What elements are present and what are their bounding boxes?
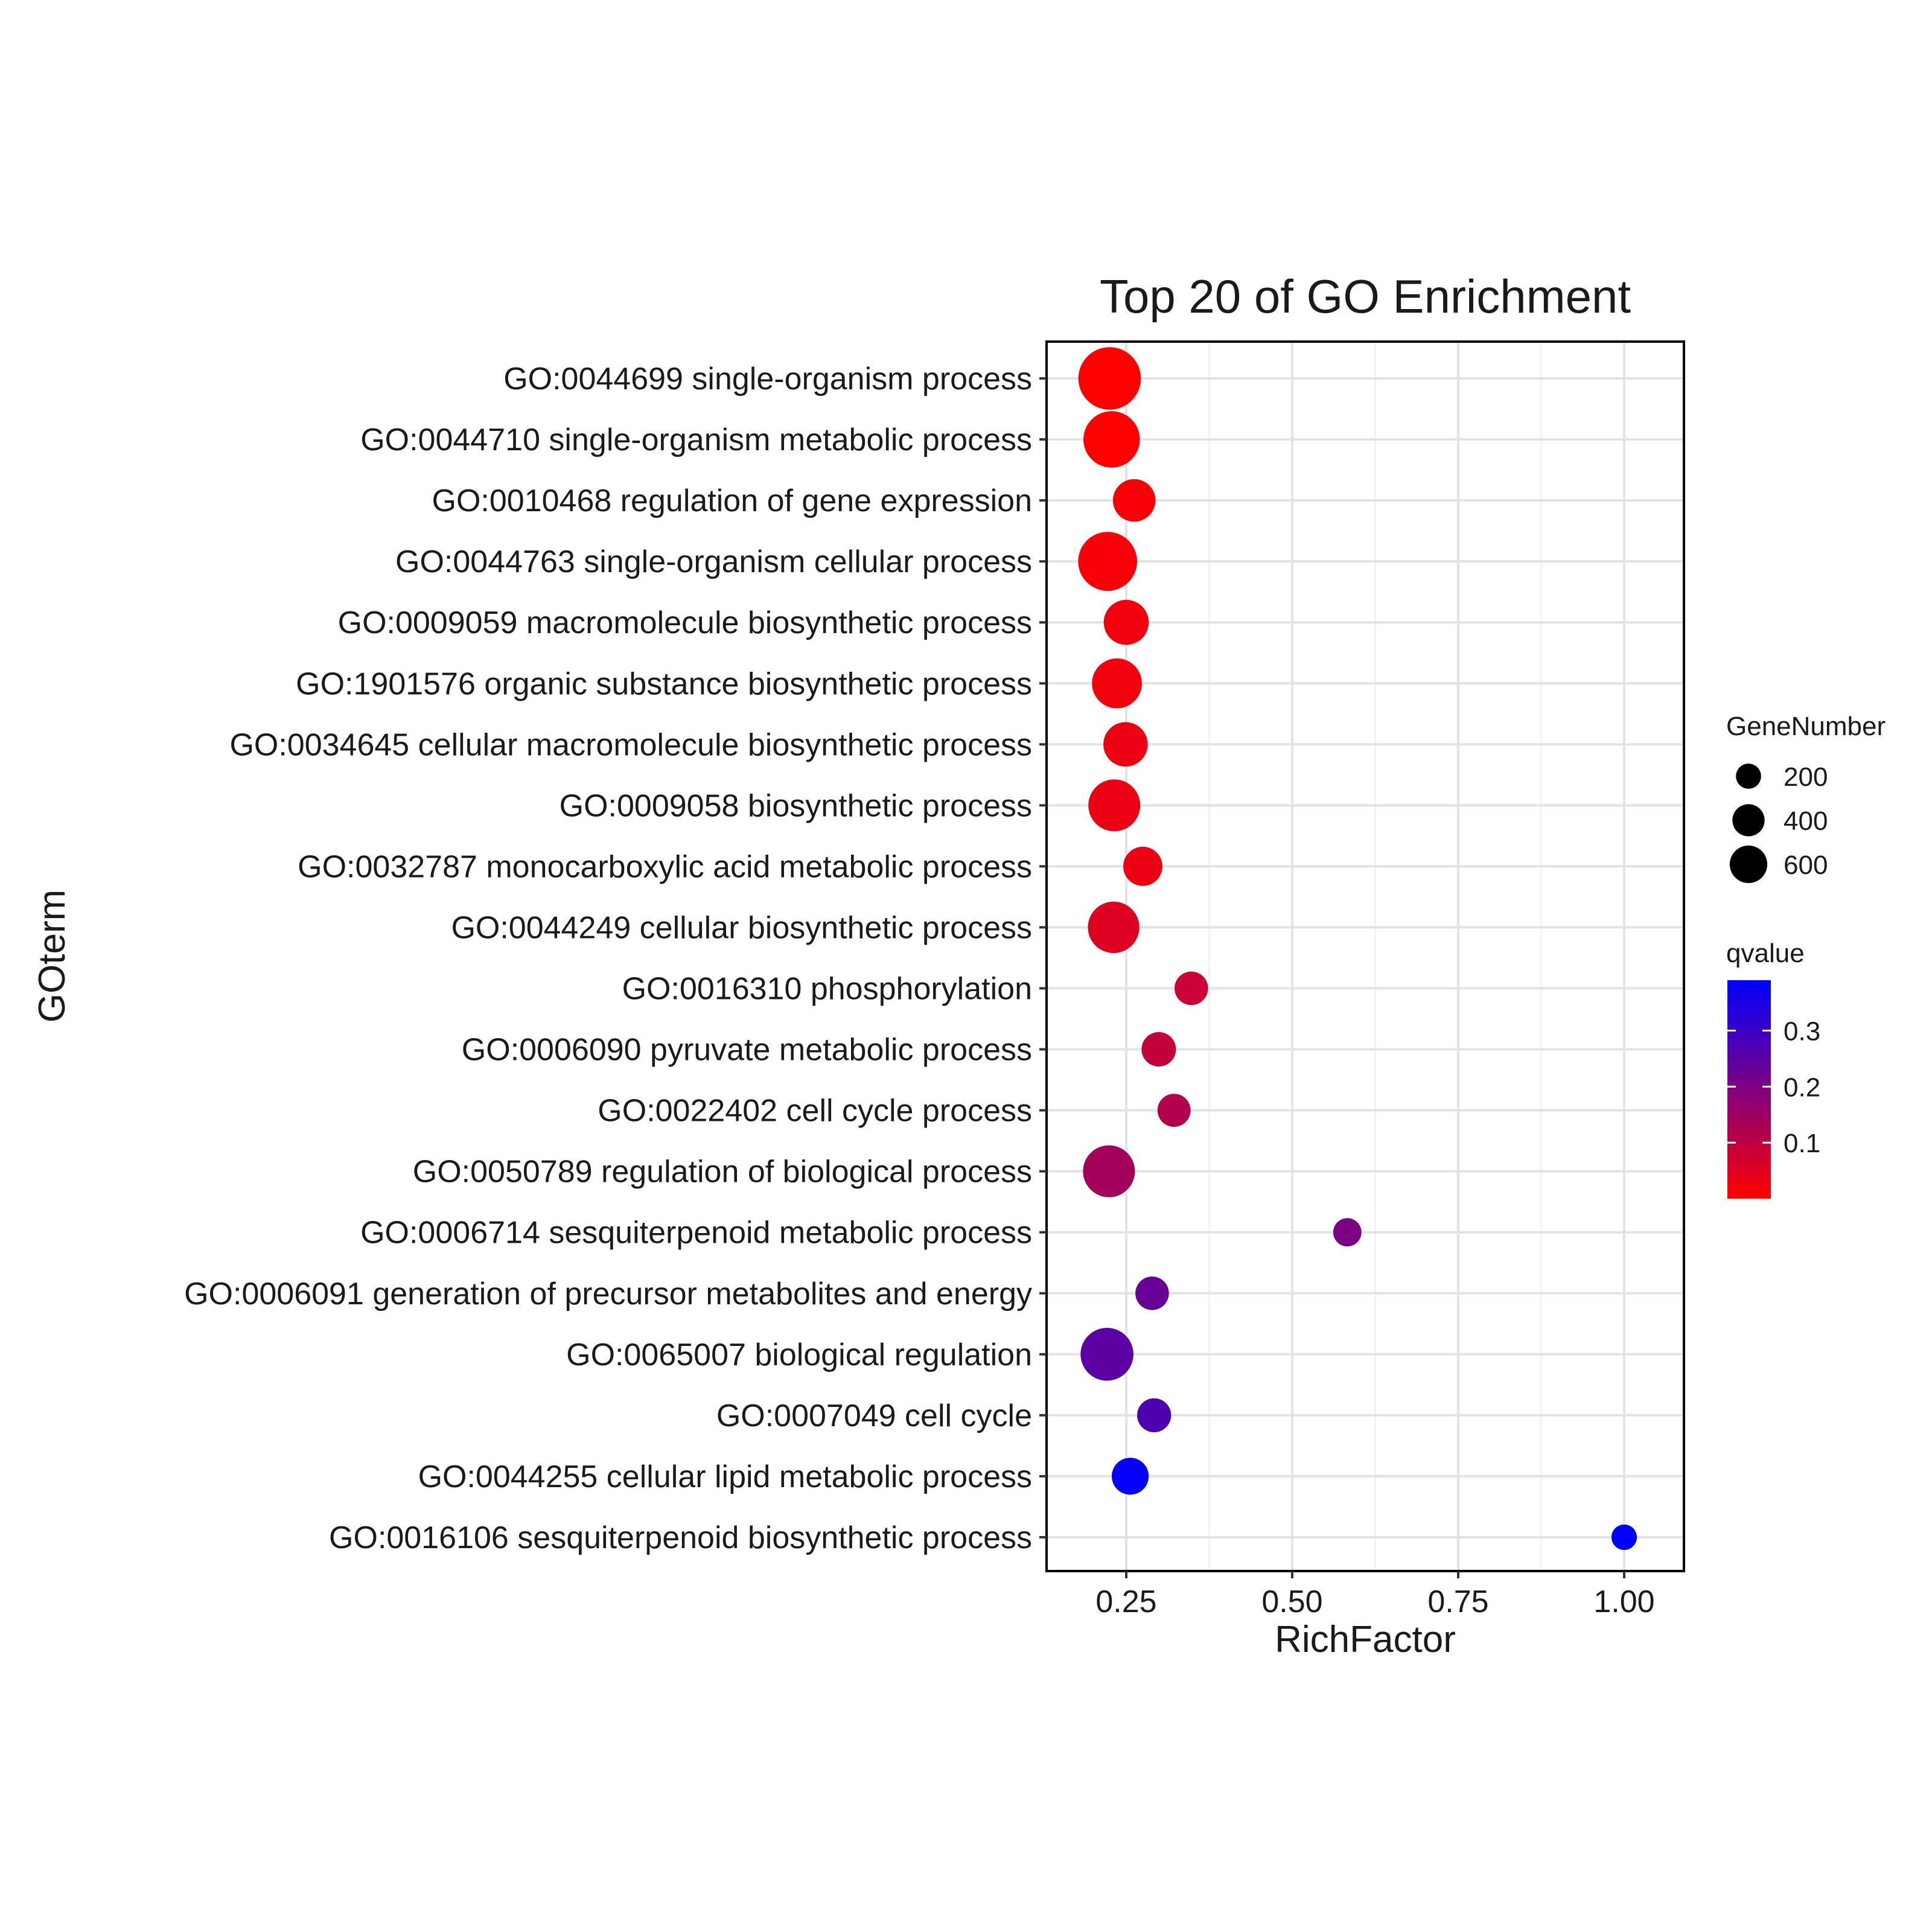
panel-background	[1047, 342, 1684, 1571]
data-point	[1141, 1032, 1176, 1067]
panel-border	[1045, 340, 1685, 1572]
gene-number-legend: GeneNumber 200 400 600	[1726, 712, 1886, 884]
gene-number-legend-label: 200	[1784, 762, 1828, 792]
y-tick-label: GO:0006091 generation of precursor metab…	[184, 1277, 1032, 1312]
y-tick-label: GO:0009058 biosynthetic process	[560, 788, 1032, 823]
gene-number-legend-label: 400	[1784, 806, 1828, 836]
y-tick-label: GO:0016106 sesquiterpenoid biosynthetic …	[329, 1520, 1032, 1555]
y-tick-label: GO:0044763 single-organism cellular proc…	[395, 544, 1032, 579]
data-point	[1083, 411, 1140, 468]
data-point	[1083, 1145, 1135, 1197]
data-point	[1092, 658, 1142, 709]
gene-number-legend-label: 600	[1784, 850, 1828, 880]
chart-title: Top 20 of GO Enrichment	[1100, 270, 1631, 323]
data-point	[1123, 846, 1162, 886]
data-point	[1333, 1218, 1362, 1247]
data-point	[1137, 1398, 1172, 1433]
data-point	[1088, 901, 1140, 954]
data-point	[1080, 1328, 1133, 1381]
data-point	[1611, 1524, 1637, 1551]
qvalue-legend-title: qvalue	[1726, 939, 1805, 968]
y-tick-label: GO:1901576 organic substance biosyntheti…	[296, 666, 1032, 701]
data-point	[1103, 722, 1148, 767]
gene-number-legend-key	[1736, 764, 1761, 789]
x-axis-ticks: 0.25 0.50 0.75 1.00	[1095, 1571, 1655, 1619]
data-point	[1175, 971, 1208, 1006]
gene-number-legend-key	[1732, 804, 1765, 837]
y-tick-label: GO:0044699 single-organism process	[503, 362, 1032, 397]
y-tick-label: GO:0034645 cellular macromolecule biosyn…	[229, 727, 1032, 762]
data-point	[1112, 1458, 1149, 1495]
qvalue-tick-label: 0.2	[1784, 1073, 1820, 1102]
y-tick-label: GO:0016310 phosphorylation	[622, 972, 1032, 1007]
x-tick-label: 0.25	[1095, 1584, 1156, 1619]
y-tick-label: GO:0065007 biological regulation	[566, 1337, 1032, 1372]
y-tick-label: GO:0032787 monocarboxylic acid metabolic…	[298, 849, 1032, 884]
y-tick-label: GO:0006714 sesquiterpenoid metabolic pro…	[360, 1216, 1032, 1251]
qvalue-colorbar	[1727, 980, 1771, 1199]
x-tick-label: 0.50	[1261, 1584, 1322, 1619]
data-point	[1135, 1276, 1169, 1310]
data-point	[1088, 779, 1141, 832]
x-tick-label: 1.00	[1593, 1584, 1654, 1619]
data-point	[1078, 347, 1141, 410]
data-point	[1078, 532, 1138, 591]
y-tick-label: GO:0044710 single-organism metabolic pro…	[360, 422, 1032, 457]
y-tick-label: GO:0050789 regulation of biological proc…	[413, 1155, 1032, 1190]
y-tick-label: GO:0044255 cellular lipid metabolic proc…	[418, 1459, 1032, 1494]
x-tick-label: 0.75	[1427, 1584, 1488, 1619]
data-point	[1112, 479, 1156, 522]
x-axis-title: RichFactor	[1275, 1619, 1456, 1660]
gene-number-legend-title: GeneNumber	[1726, 712, 1886, 741]
data-points	[1078, 347, 1637, 1551]
y-tick-label: GO:0009059 macromolecule biosynthetic pr…	[338, 605, 1032, 640]
plot-panel	[1045, 340, 1685, 1572]
data-point	[1103, 599, 1149, 645]
y-axis-title: GOterm	[31, 890, 73, 1022]
y-tick-label: GO:0022402 cell cycle process	[598, 1094, 1032, 1129]
qvalue-tick-label: 0.1	[1784, 1129, 1820, 1158]
y-axis-labels: GO:0044699 single-organism process GO:004…	[184, 362, 1047, 1555]
y-tick-label: GO:0010468 regulation of gene expression	[432, 483, 1032, 518]
data-point	[1157, 1094, 1191, 1127]
gene-number-legend-key	[1729, 845, 1768, 884]
y-tick-label: GO:0006090 pyruvate metabolic process	[462, 1033, 1032, 1068]
y-tick-label: GO:0044249 cellular biosynthetic process	[451, 910, 1032, 945]
grid-lines	[1047, 342, 1684, 1571]
qvalue-legend: qvalue 0.3 0.2 0.1	[1726, 939, 1820, 1199]
y-tick-label: GO:0007049 cell cycle	[716, 1398, 1032, 1433]
qvalue-tick-label: 0.3	[1784, 1017, 1820, 1047]
